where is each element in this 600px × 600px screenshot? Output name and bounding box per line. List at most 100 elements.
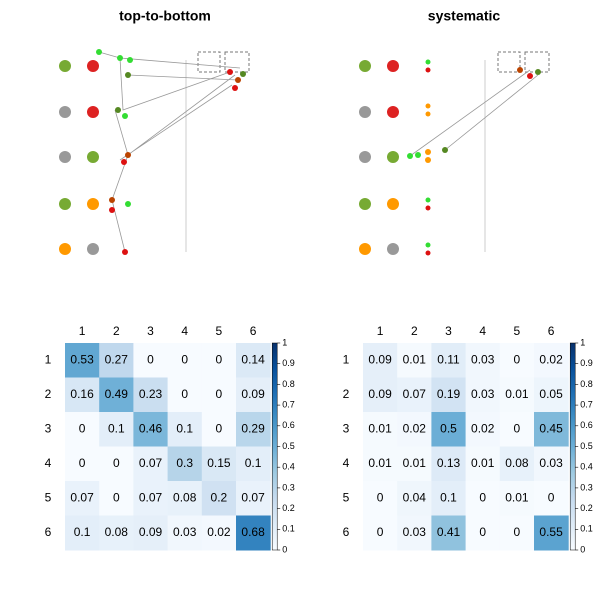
heatmap-cell: [499, 377, 535, 413]
y-tick-label: 6: [343, 525, 350, 539]
heatmap-cell: [65, 515, 100, 551]
cell-label: 0.2: [211, 490, 228, 504]
cell-label: 0.1: [440, 490, 457, 504]
heatmap-cell: [167, 446, 203, 482]
heatmap-cell: [363, 446, 398, 482]
heatmap-cell: [363, 412, 398, 447]
cell-label: 0: [147, 352, 154, 366]
heatmap-cell: [431, 515, 467, 551]
heatmap-cell: [236, 343, 271, 378]
cell-label: 0.49: [105, 387, 129, 401]
heatmap-cell: [499, 446, 535, 482]
x-tick-label: 5: [216, 324, 223, 338]
x-tick-label: 1: [377, 324, 384, 338]
colorbar-tick-label: 0.1: [580, 524, 593, 534]
colorbar-tick-label: 0.4: [580, 462, 593, 472]
heatmap-cell: [167, 377, 203, 413]
y-tick-label: 1: [343, 352, 350, 366]
heatmap-cell: [201, 377, 237, 413]
cell-label: 0.08: [173, 490, 197, 504]
cell-label: 0.53: [70, 352, 94, 366]
heatmap-cell: [133, 481, 169, 516]
cell-label: 0: [216, 352, 223, 366]
cell-label: 0.46: [139, 421, 163, 435]
heatmap-cell: [133, 412, 169, 447]
cell-label: 0.03: [173, 525, 197, 539]
heatmap-cell: [534, 446, 569, 482]
heatmap-cell: [499, 412, 535, 447]
heatmap-cell: [363, 343, 398, 378]
heatmap-cell: [363, 481, 398, 516]
trajectory-panel: [359, 51, 550, 256]
colorbar-tick-label: 0.6: [282, 420, 295, 430]
heatmap-cell: [65, 377, 100, 413]
colorbar-tick-label: 0.8: [282, 379, 295, 389]
colorbar: [569, 342, 576, 551]
heatmap-cell: [133, 343, 169, 378]
cell-label: 0.09: [241, 387, 265, 401]
heatmap-cell: [431, 481, 467, 516]
cell-label: 0.01: [368, 421, 392, 435]
cell-label: 0: [479, 525, 486, 539]
heatmap-cell: [499, 515, 535, 551]
x-tick-label: 2: [411, 324, 418, 338]
heatmap-cell: [431, 446, 467, 482]
cell-label: 0.1: [74, 525, 91, 539]
cell-label: 0: [181, 352, 188, 366]
cell-label: 0.07: [139, 456, 163, 470]
heatmap-cell: [167, 515, 203, 551]
cell-label: 0.03: [403, 525, 427, 539]
cell-label: 0.3: [176, 456, 193, 470]
cell-label: 0.29: [241, 421, 265, 435]
y-tick-label: 3: [45, 421, 52, 435]
cell-label: 0.09: [368, 387, 392, 401]
colorbar-tick-label: 0.9: [580, 358, 593, 368]
cell-label: 0.16: [70, 387, 94, 401]
cell-label: 0.08: [505, 456, 529, 470]
trajectory-panel: [59, 49, 250, 255]
heatmap-cell: [133, 515, 169, 551]
colorbar-tick-label: 0.7: [580, 399, 593, 409]
cell-label: 0: [79, 421, 86, 435]
y-tick-label: 5: [45, 490, 52, 504]
cell-label: 0.08: [105, 525, 129, 539]
heatmap-cell: [431, 412, 467, 447]
panel-title: top-to-bottom: [119, 8, 211, 24]
colorbar-tick-label: 0.2: [282, 503, 295, 513]
cell-label: 0: [514, 421, 521, 435]
heatmap-cell: [465, 377, 501, 413]
cell-label: 0.68: [241, 525, 265, 539]
x-tick-label: 6: [250, 324, 257, 338]
heatmap-cell: [534, 343, 569, 378]
cell-label: 0.01: [471, 456, 495, 470]
cell-label: 0.23: [139, 387, 163, 401]
heatmap-cell: [534, 515, 569, 551]
y-tick-label: 4: [343, 456, 350, 470]
x-tick-label: 2: [113, 324, 120, 338]
heatmap-cell: [201, 515, 237, 551]
heatmap-cell: [236, 515, 271, 551]
heatmap-cell: [397, 481, 432, 516]
cell-label: 0.01: [505, 490, 529, 504]
cell-label: 0.07: [403, 387, 427, 401]
cell-label: 0: [79, 456, 86, 470]
cell-label: 0.41: [437, 525, 461, 539]
colorbar-tick-label: 0.9: [282, 358, 295, 368]
cell-label: 0.07: [139, 490, 163, 504]
heatmap-cell: [465, 515, 501, 551]
heatmap-cell: [167, 481, 203, 516]
cell-label: 0: [514, 352, 521, 366]
heatmap-cell: [363, 515, 398, 551]
cell-label: 0.11: [437, 352, 460, 366]
heatmap-cell: [465, 412, 501, 447]
heatmap-cell: [99, 481, 134, 516]
heatmap-cell: [99, 515, 134, 551]
y-tick-label: 6: [45, 525, 52, 539]
cell-label: 0.02: [471, 421, 495, 435]
colorbar-tick-label: 0.2: [580, 503, 593, 513]
cell-label: 0.01: [403, 456, 427, 470]
cell-label: 0.03: [471, 387, 495, 401]
heatmap-cell: [236, 412, 271, 447]
cell-label: 0: [377, 525, 384, 539]
cell-label: 0.07: [241, 490, 265, 504]
